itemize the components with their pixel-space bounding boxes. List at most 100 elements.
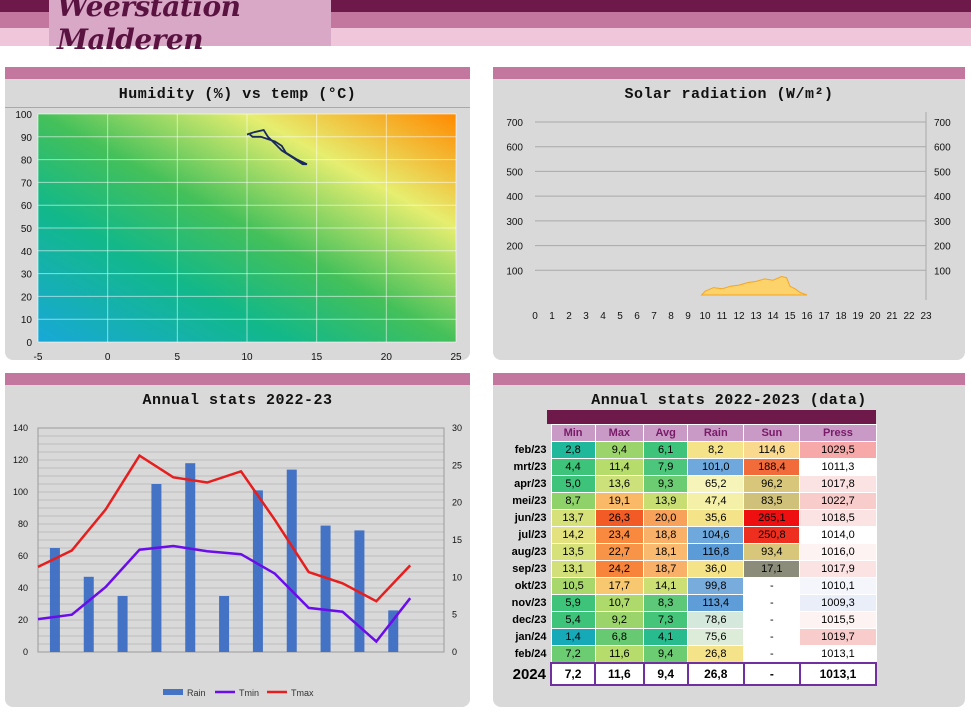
table-cell: 24,2 bbox=[594, 560, 645, 578]
table-row-label: mei/23 bbox=[512, 495, 547, 507]
table-corner bbox=[504, 425, 551, 442]
table-cell: 20,0 bbox=[643, 509, 689, 527]
table-total-cell: 7,2 bbox=[549, 662, 597, 686]
table-cell: - bbox=[743, 577, 801, 595]
table-cell: 65,2 bbox=[687, 475, 745, 493]
solar-x-tick: 17 bbox=[818, 311, 830, 322]
table-row: feb/24 7,2 11,6 9,4 26,8-1013,1 bbox=[504, 645, 877, 664]
table-cell: 9,4 bbox=[643, 645, 689, 664]
table-cell: 35,6 bbox=[687, 509, 745, 527]
solar-x-tick: 12 bbox=[733, 311, 745, 322]
tmax-line bbox=[37, 453, 412, 603]
table-cell: 4,1 bbox=[643, 628, 689, 646]
rain-bar bbox=[388, 610, 399, 652]
table-cell: 18,7 bbox=[643, 560, 689, 578]
table-cell: 10,5 bbox=[550, 577, 596, 595]
solar-x-tick: 3 bbox=[583, 311, 589, 322]
solar-x-tick: 22 bbox=[903, 311, 915, 322]
table-cell: 14,1 bbox=[643, 577, 689, 595]
table-row-label: feb/23 bbox=[514, 444, 547, 456]
table-cell: 1010,1 bbox=[799, 577, 877, 595]
table-cell: 1014,0 bbox=[799, 526, 877, 544]
table-cell: 13,7 bbox=[550, 509, 596, 527]
table-total-label: 2024 bbox=[512, 665, 546, 683]
annual-y2-tick: 15 bbox=[452, 535, 462, 545]
legend-label-tmax: Tmax bbox=[291, 688, 314, 698]
annual-y-tick: 80 bbox=[18, 519, 28, 529]
solar-y-tick-left: 300 bbox=[506, 217, 523, 228]
legend-label-tmin: Tmin bbox=[239, 688, 259, 698]
table-cell: - bbox=[743, 645, 801, 664]
annual-y2-tick: 30 bbox=[452, 423, 462, 433]
humidity-y-tick: 50 bbox=[21, 224, 33, 235]
table-cell: 93,4 bbox=[743, 543, 801, 561]
annual-y-tick: 120 bbox=[13, 455, 28, 465]
table-cell: 1,4 bbox=[550, 628, 596, 646]
annual-chart-panel-bar bbox=[5, 373, 470, 385]
legend-label-rain: Rain bbox=[187, 688, 206, 698]
annual-y-tick: 40 bbox=[18, 583, 28, 593]
table-cell: 47,4 bbox=[687, 492, 745, 510]
table-row-label: jan/24 bbox=[515, 631, 547, 643]
solar-y-tick-right: 700 bbox=[934, 118, 951, 129]
table-row-label: jul/23 bbox=[518, 529, 547, 541]
table-cell: 250,8 bbox=[743, 526, 801, 544]
table-cell: 188,4 bbox=[743, 458, 801, 476]
rain-bar bbox=[49, 548, 60, 652]
annual-y-tick: 20 bbox=[18, 615, 28, 625]
humidity-x-tick: 20 bbox=[381, 352, 393, 363]
solar-y-tick-left: 100 bbox=[506, 266, 523, 277]
table-cell: 1011,3 bbox=[799, 458, 877, 476]
table-cell: 36,0 bbox=[687, 560, 745, 578]
table-cell: 83,5 bbox=[743, 492, 801, 510]
table-cell: 17,7 bbox=[594, 577, 645, 595]
table-row: dec/23 5,4 9,2 7,3 78,6-1015,5 bbox=[504, 611, 877, 629]
table-cell: 1009,3 bbox=[799, 594, 877, 612]
legend-swatch-rain bbox=[163, 689, 183, 695]
table-row: jun/23 13,7 26,3 20,0 35,6 265,1 1018,5 bbox=[504, 509, 877, 527]
solar-y-tick-left: 400 bbox=[506, 192, 523, 203]
table-row-label: feb/24 bbox=[514, 648, 547, 661]
table-cell: 17,1 bbox=[743, 560, 801, 578]
humidity-y-tick: 60 bbox=[21, 201, 33, 212]
solar-x-tick: 0 bbox=[532, 311, 538, 322]
table-cell: 113,4 bbox=[687, 594, 745, 612]
table-cell: - bbox=[743, 628, 801, 646]
table-total-cell: 9,4 bbox=[642, 662, 689, 686]
solar-x-tick: 2 bbox=[566, 311, 572, 322]
solar-chart-title: Solar radiation (W/m²) bbox=[624, 86, 834, 103]
table-column-header: Min bbox=[550, 424, 596, 442]
table-cell: 10,7 bbox=[594, 594, 645, 612]
table-row: sep/23 13,1 24,2 18,7 36,0 17,1 1017,9 bbox=[504, 560, 877, 578]
annual-table-panel: Annual stats 2022-2023 (data) Min Max Avg R… bbox=[493, 373, 965, 707]
table-cell: 13,5 bbox=[550, 543, 596, 561]
table-row: mei/23 8,7 19,1 13,9 47,4 83,5 1022,7 bbox=[504, 492, 877, 510]
solar-panel: Solar radiation (W/m²) 100 100 200 200 300 30… bbox=[493, 67, 965, 360]
solar-y-tick-right: 300 bbox=[934, 217, 951, 228]
table-cell: 1017,8 bbox=[799, 475, 877, 493]
table-cell: 11,6 bbox=[594, 645, 645, 664]
table-cell: 6,8 bbox=[594, 628, 645, 646]
solar-x-tick: 4 bbox=[600, 311, 606, 322]
solar-x-tick: 11 bbox=[717, 311, 728, 322]
humidity-x-tick: 5 bbox=[175, 352, 181, 363]
table-cell: 7,2 bbox=[550, 645, 596, 664]
humidity-x-tick: 0 bbox=[105, 352, 111, 363]
table-cell: 101,0 bbox=[687, 458, 745, 476]
humidity-x-tick: -5 bbox=[34, 352, 43, 363]
humidity-y-tick: 80 bbox=[21, 156, 33, 167]
table-cell: 1022,7 bbox=[799, 492, 877, 510]
table-cell: 9,2 bbox=[594, 611, 645, 629]
annual-y2-tick: 20 bbox=[452, 498, 462, 508]
table-row-label: jun/23 bbox=[514, 512, 547, 524]
table-cell: 18,1 bbox=[643, 543, 689, 561]
table-total-cell: - bbox=[742, 662, 801, 686]
table-cell: 9,4 bbox=[594, 441, 645, 459]
table-header-row: Min Max Avg Rain Sun Press bbox=[504, 424, 877, 442]
table-row-label: dec/23 bbox=[512, 614, 547, 626]
table-row: okt/23 10,5 17,7 14,1 99,8-1010,1 bbox=[504, 577, 877, 595]
site-title: Weerstation Malderen bbox=[57, 0, 241, 56]
solar-y-tick-left: 500 bbox=[506, 167, 523, 178]
table-cell: - bbox=[743, 611, 801, 629]
